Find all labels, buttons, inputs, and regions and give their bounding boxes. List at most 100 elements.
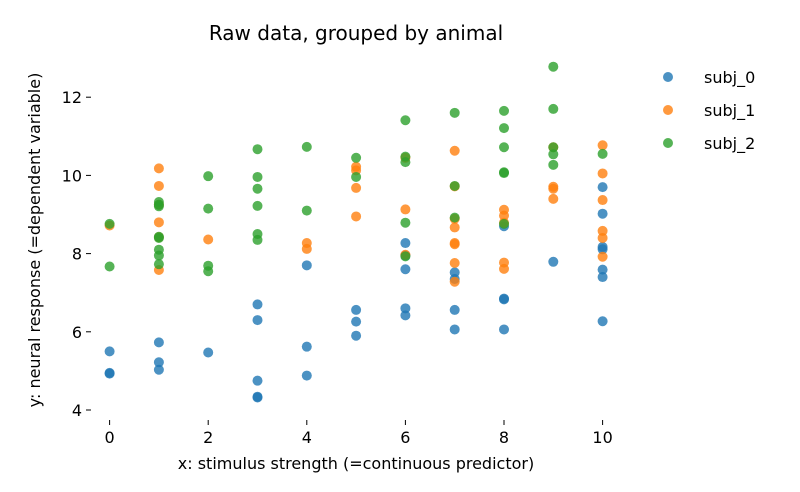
chart-title: Raw data, grouped by animal (209, 21, 503, 45)
x-tick-label: 6 (400, 428, 410, 447)
data-point (153, 201, 164, 212)
data-point (252, 144, 263, 155)
data-point (597, 251, 608, 262)
legend-marker (663, 105, 673, 115)
data-point (548, 142, 559, 153)
data-point (301, 341, 312, 352)
data-point (351, 182, 362, 193)
data-point (597, 208, 608, 219)
data-point (351, 304, 362, 315)
legend-label: subj_1 (704, 101, 755, 121)
data-point (597, 225, 608, 236)
data-point (203, 347, 214, 358)
y-axis: 4 6 8 10 12 (62, 88, 91, 420)
data-point (548, 61, 559, 72)
legend: subj_0 subj_1 subj_2 (663, 68, 755, 154)
data-point (400, 115, 411, 126)
data-point (153, 217, 164, 228)
data-point (252, 375, 263, 386)
data-point (499, 142, 509, 153)
y-tick-label: 4 (72, 401, 82, 420)
y-tick-label: 10 (62, 166, 82, 185)
data-point (449, 324, 460, 335)
series-subj_0 (104, 182, 608, 403)
data-point (252, 234, 263, 245)
data-point (351, 152, 362, 163)
data-point (548, 193, 559, 204)
data-point (400, 217, 411, 228)
data-point (252, 392, 263, 403)
data-point (104, 218, 115, 229)
data-point (400, 157, 411, 168)
data-point (499, 105, 509, 116)
data-point (449, 212, 460, 223)
data-point (351, 211, 362, 222)
data-point (351, 316, 362, 327)
data-point (252, 299, 263, 310)
x-tick-label: 4 (302, 428, 312, 447)
data-point (153, 364, 164, 375)
data-point (449, 239, 460, 250)
data-point (597, 316, 608, 327)
legend-label: subj_2 (704, 134, 755, 154)
data-point (153, 163, 164, 174)
data-point (449, 145, 460, 156)
data-point (499, 218, 509, 229)
data-point (153, 337, 164, 348)
data-point (449, 304, 460, 315)
x-axis: 0 2 4 6 8 10 (105, 420, 613, 447)
data-point (252, 183, 263, 194)
data-point (301, 205, 312, 216)
data-point (499, 168, 509, 179)
y-tick-label: 6 (72, 323, 82, 342)
data-point (104, 346, 115, 357)
data-point (597, 264, 608, 275)
data-point (548, 159, 559, 170)
data-point (203, 171, 214, 182)
legend-marker (663, 138, 673, 148)
data-point (597, 272, 608, 283)
data-point (449, 222, 460, 233)
data-point (301, 370, 312, 381)
data-point (104, 368, 115, 379)
data-point (499, 210, 509, 221)
data-point (548, 183, 559, 194)
data-point (597, 168, 608, 179)
data-points (104, 61, 608, 403)
data-point (449, 107, 460, 118)
data-point (153, 180, 164, 191)
data-point (203, 203, 214, 214)
legend-marker (663, 72, 673, 82)
data-point (301, 260, 312, 271)
data-point (153, 357, 164, 368)
data-point (499, 294, 509, 305)
data-point (400, 303, 411, 314)
data-point (203, 234, 214, 245)
data-point (351, 330, 362, 341)
data-point (499, 324, 509, 335)
series-subj_2 (104, 61, 608, 277)
data-point (153, 250, 164, 261)
data-point (449, 276, 460, 287)
data-point (548, 103, 559, 114)
data-point (301, 141, 312, 152)
data-point (597, 244, 608, 255)
data-point (400, 251, 411, 262)
x-tick-label: 10 (592, 428, 612, 447)
data-point (499, 123, 509, 134)
x-tick-label: 2 (203, 428, 213, 447)
data-point (499, 263, 509, 274)
data-point (104, 261, 115, 272)
data-point (548, 149, 559, 160)
y-tick-label: 8 (72, 245, 82, 264)
data-point (400, 204, 411, 215)
data-point (449, 257, 460, 268)
data-point (597, 148, 608, 159)
data-point (548, 256, 559, 267)
x-axis-label: x: stimulus strength (=continuous predic… (178, 454, 534, 473)
data-point (153, 259, 164, 270)
y-tick-label: 12 (62, 88, 82, 107)
data-point (203, 266, 214, 277)
data-point (153, 232, 164, 243)
